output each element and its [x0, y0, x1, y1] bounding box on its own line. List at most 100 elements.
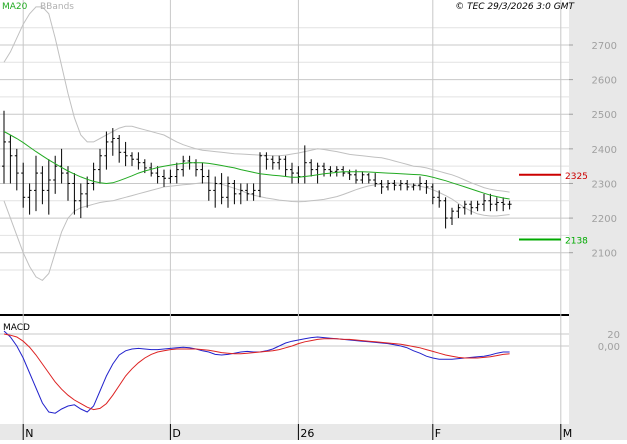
ohlc-bar [78, 183, 83, 219]
time-tick-label: D [172, 427, 180, 440]
ohlc-bar [117, 135, 122, 163]
ohlc-bar [206, 169, 211, 201]
ohlc-bar [40, 166, 45, 205]
ohlc-bar [14, 148, 19, 191]
ohlc-bar [123, 141, 128, 167]
ohlc-bar [418, 176, 422, 191]
ohlc-bar [283, 155, 288, 177]
ohlc-bar [386, 180, 390, 191]
ohlc-bar [379, 180, 384, 194]
price-bars [2, 110, 512, 229]
ohlc-bar [507, 200, 512, 210]
axis-labels: 2100 2200 2300 2400 2500 2600 2700 200,00 N D 26 F M… [22, 41, 620, 440]
ohlc-bar [110, 128, 115, 156]
bband-lower-line [3, 182, 510, 282]
ohlc-bar [162, 169, 166, 187]
macd-panel-title: MACD [3, 323, 30, 333]
price-tick-label: 2600 [592, 76, 617, 87]
ohlc-bar [437, 190, 442, 208]
time-tick-label: F [435, 427, 441, 440]
ohlc-bar [85, 176, 90, 208]
ohlc-bar [462, 200, 467, 215]
price-tick-label: 2100 [592, 249, 617, 260]
ohlc-bar [91, 162, 96, 191]
level-label: 2138 [565, 237, 588, 247]
ohlc-bar [104, 131, 109, 170]
ohlc-bar [53, 155, 58, 194]
ohlc-bar [334, 166, 339, 177]
ohlc-bar [232, 180, 237, 205]
ohlc-bar [168, 169, 173, 184]
ohlc-bar [251, 183, 256, 201]
ohlc-bar [174, 162, 179, 184]
ohlc-bar [226, 176, 230, 208]
macd-tick-label: 20 [607, 330, 620, 341]
price-tick-label: 2500 [592, 110, 617, 121]
ohlc-bar [392, 180, 397, 191]
ohlc-bar [98, 148, 102, 184]
ohlc-bar [130, 152, 134, 167]
ohlc-bar [27, 183, 32, 215]
moving-average [3, 131, 510, 200]
ohlc-bar [21, 162, 26, 208]
ohlc-bar [430, 183, 435, 205]
time-tick-label: 26 [300, 427, 314, 440]
ohlc-bar [398, 180, 403, 191]
ohlc-bar [309, 159, 314, 177]
ohlc-bar [2, 110, 6, 184]
price-tick-label: 2300 [592, 179, 617, 190]
level-label: 2325 [565, 172, 588, 182]
ohlc-bar [219, 173, 224, 205]
ohlc-bar [290, 162, 294, 184]
ohlc-bar [411, 183, 416, 191]
macd-tick-label: 0,00 [598, 342, 620, 353]
ohlc-bar [181, 155, 186, 177]
price-tick-label: 2400 [592, 145, 617, 156]
time-tick-label: N [25, 427, 33, 440]
bottom-axis-panel [0, 424, 627, 440]
ohlc-bar [270, 155, 275, 170]
price-tick-label: 2700 [592, 41, 617, 52]
ohlc-bar [264, 152, 269, 170]
macd-series-line [3, 333, 510, 411]
ohlc-bar [450, 207, 454, 225]
ma20-line [3, 131, 510, 200]
ohlc-bar [8, 135, 13, 184]
ohlc-bar [200, 162, 205, 184]
ohlc-bar [258, 152, 262, 198]
ohlc-bar [315, 162, 320, 184]
ohlc-bar [456, 204, 461, 219]
copyright-text: © TEC 29/3/2026 3:0 GMT [455, 2, 575, 12]
ohlc-bar [501, 197, 506, 212]
legend-bbands-label: BBands [40, 2, 74, 12]
ohlc-bar [373, 173, 378, 187]
bollinger-bands [3, 6, 510, 282]
ohlc-bar [360, 171, 365, 184]
ohlc-bar [136, 152, 141, 170]
ohlc-bar [34, 155, 38, 212]
grid-layer [0, 0, 569, 424]
ohlc-bar [482, 193, 486, 212]
ohlc-bar [213, 176, 218, 208]
price-tick-label: 2200 [592, 214, 617, 225]
ohlc-bar [443, 197, 448, 229]
ohlc-bar [155, 166, 160, 184]
ohlc-bar [328, 166, 333, 177]
right-axis-panel [569, 0, 627, 440]
bband-upper-line [3, 6, 510, 193]
ohlc-bar [66, 166, 70, 201]
ohlc-bar [366, 173, 371, 184]
ohlc-bar [469, 200, 474, 215]
ohlc-bar [238, 183, 243, 205]
ohlc-bar [277, 155, 282, 170]
ohlc-bar [494, 197, 499, 212]
time-tick-label: M [563, 427, 573, 440]
ohlc-bar [405, 180, 410, 191]
ohlc-bar [424, 180, 429, 194]
ohlc-bar [46, 159, 51, 215]
ohlc-bar [475, 200, 480, 212]
ohlc-bar [245, 183, 250, 201]
